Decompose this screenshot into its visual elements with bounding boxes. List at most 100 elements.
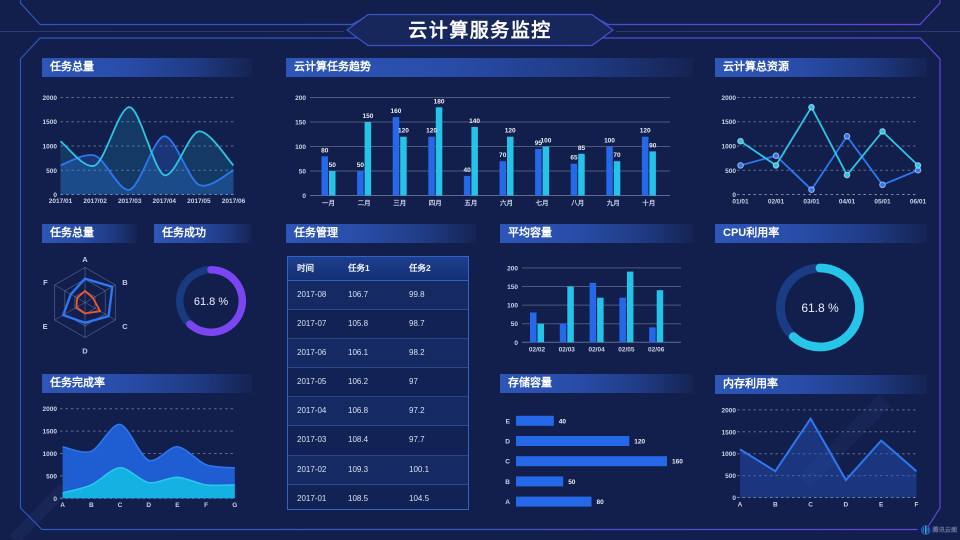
svg-text:E: E [879, 502, 884, 509]
svg-text:B: B [773, 502, 778, 509]
svg-text:0: 0 [732, 192, 736, 199]
svg-text:2017/01: 2017/01 [49, 198, 73, 205]
svg-text:九月: 九月 [606, 198, 620, 207]
svg-text:2017/04: 2017/04 [153, 198, 177, 205]
svg-text:2017/05: 2017/05 [187, 198, 211, 205]
svg-text:160: 160 [390, 108, 401, 115]
svg-text:B: B [122, 278, 128, 287]
svg-text:120: 120 [426, 128, 437, 135]
svg-text:04/01: 04/01 [839, 199, 856, 206]
svg-text:0: 0 [53, 496, 57, 503]
svg-text:C: C [118, 502, 123, 509]
svg-text:1500: 1500 [43, 119, 58, 126]
svg-text:80: 80 [321, 147, 329, 154]
svg-text:200: 200 [507, 265, 518, 272]
svg-text:E: E [43, 322, 48, 331]
svg-text:50: 50 [511, 321, 519, 328]
svg-text:2017/06: 2017/06 [222, 198, 246, 205]
svg-text:B: B [89, 502, 94, 509]
svg-text:1000: 1000 [722, 451, 737, 458]
svg-text:1500: 1500 [722, 429, 737, 436]
svg-text:C: C [808, 502, 813, 509]
svg-text:65: 65 [570, 155, 578, 162]
svg-text:六月: 六月 [500, 198, 513, 207]
svg-text:F: F [915, 502, 919, 509]
svg-text:06/01: 06/01 [910, 199, 927, 206]
svg-text:D: D [146, 502, 151, 509]
svg-text:一月: 一月 [322, 199, 335, 207]
svg-text:150: 150 [362, 113, 373, 120]
svg-text:150: 150 [295, 120, 306, 127]
svg-text:0: 0 [53, 192, 57, 199]
svg-text:50: 50 [299, 169, 307, 176]
svg-text:0: 0 [732, 495, 736, 502]
svg-text:A: A [505, 499, 510, 506]
svg-text:A: A [738, 502, 743, 509]
svg-text:02/03: 02/03 [559, 347, 576, 354]
svg-text:50: 50 [568, 479, 576, 486]
svg-text:70: 70 [613, 152, 621, 159]
svg-text:2000: 2000 [722, 95, 737, 102]
svg-text:A: A [82, 255, 88, 264]
svg-text:500: 500 [46, 168, 57, 175]
svg-text:160: 160 [672, 459, 683, 466]
svg-text:100: 100 [604, 138, 615, 145]
svg-text:D: D [844, 502, 849, 509]
svg-text:120: 120 [634, 439, 645, 446]
svg-text:61.8 %: 61.8 % [801, 301, 839, 315]
svg-text:D: D [505, 439, 510, 446]
svg-text:F: F [43, 278, 48, 287]
svg-text:02/01: 02/01 [768, 199, 785, 206]
svg-text:1000: 1000 [43, 144, 58, 151]
svg-text:0: 0 [514, 340, 518, 347]
svg-text:70: 70 [499, 152, 507, 159]
svg-text:03/01: 03/01 [803, 199, 820, 206]
svg-text:02/05: 02/05 [618, 347, 635, 354]
svg-text:80: 80 [597, 499, 605, 506]
svg-text:2000: 2000 [43, 95, 58, 102]
svg-text:02/02: 02/02 [529, 347, 546, 354]
svg-text:500: 500 [725, 473, 736, 480]
svg-text:1500: 1500 [722, 119, 737, 126]
svg-text:500: 500 [46, 473, 57, 480]
svg-text:2017/03: 2017/03 [118, 198, 142, 205]
svg-text:1000: 1000 [722, 144, 737, 151]
svg-text:120: 120 [398, 128, 409, 135]
svg-text:120: 120 [505, 128, 516, 135]
svg-text:50: 50 [329, 162, 337, 169]
svg-text:01/01: 01/01 [732, 199, 749, 206]
svg-text:C: C [505, 459, 510, 466]
svg-text:180: 180 [434, 98, 445, 105]
svg-text:150: 150 [507, 284, 518, 291]
svg-text:腾讯云图: 腾讯云图 [932, 526, 958, 534]
svg-text:C: C [122, 322, 128, 331]
svg-text:40: 40 [559, 418, 567, 425]
svg-text:2000: 2000 [43, 406, 58, 413]
svg-text:140: 140 [469, 118, 480, 125]
svg-text:二月: 二月 [358, 199, 371, 207]
svg-text:F: F [204, 502, 208, 509]
svg-text:100: 100 [540, 138, 551, 145]
svg-text:120: 120 [640, 128, 651, 135]
svg-text:85: 85 [578, 145, 586, 152]
svg-text:200: 200 [295, 95, 306, 102]
svg-text:B: B [505, 479, 510, 486]
svg-text:2000: 2000 [722, 407, 737, 414]
svg-text:1500: 1500 [43, 429, 58, 436]
svg-text:100: 100 [295, 144, 306, 151]
svg-text:0: 0 [302, 193, 306, 200]
svg-text:四月: 四月 [429, 199, 442, 207]
svg-text:七月: 七月 [536, 198, 549, 207]
svg-text:五月: 五月 [464, 199, 477, 207]
svg-text:02/04: 02/04 [588, 347, 605, 354]
svg-text:八月: 八月 [570, 199, 584, 207]
svg-text:95: 95 [535, 140, 543, 147]
svg-text:G: G [232, 502, 237, 509]
svg-text:05/01: 05/01 [874, 199, 891, 206]
svg-text:E: E [506, 418, 511, 425]
svg-text:2017/02: 2017/02 [83, 198, 107, 205]
svg-text:D: D [82, 346, 88, 355]
svg-text:50: 50 [357, 162, 365, 169]
svg-text:三月: 三月 [393, 199, 406, 207]
svg-text:云计算服务监控: 云计算服务监控 [408, 19, 552, 42]
